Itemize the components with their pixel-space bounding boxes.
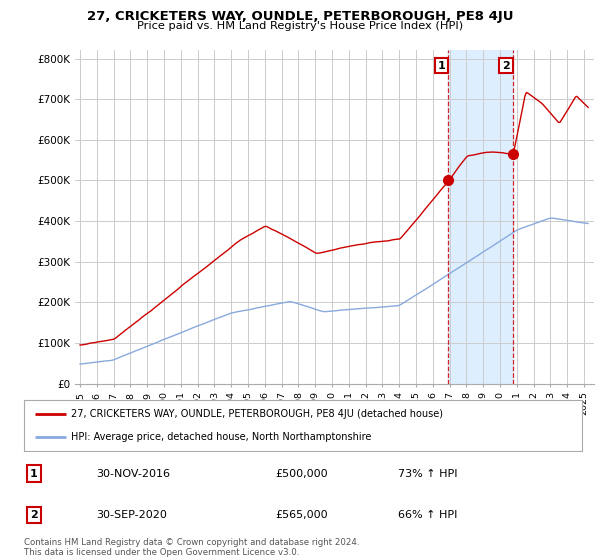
Text: Contains HM Land Registry data © Crown copyright and database right 2024.
This d: Contains HM Land Registry data © Crown c…: [24, 538, 359, 557]
Text: 1: 1: [30, 469, 38, 479]
Text: 1: 1: [438, 60, 446, 71]
Text: 27, CRICKETERS WAY, OUNDLE, PETERBOROUGH, PE8 4JU: 27, CRICKETERS WAY, OUNDLE, PETERBOROUGH…: [87, 10, 513, 23]
Text: 30-NOV-2016: 30-NOV-2016: [97, 469, 170, 479]
Bar: [448, 50, 512, 384]
Text: HPI: Average price, detached house, North Northamptonshire: HPI: Average price, detached house, Nort…: [71, 432, 372, 442]
Text: £565,000: £565,000: [275, 510, 328, 520]
Text: 30-SEP-2020: 30-SEP-2020: [97, 510, 167, 520]
Text: £500,000: £500,000: [275, 469, 328, 479]
Text: 66% ↑ HPI: 66% ↑ HPI: [398, 510, 457, 520]
Text: 27, CRICKETERS WAY, OUNDLE, PETERBOROUGH, PE8 4JU (detached house): 27, CRICKETERS WAY, OUNDLE, PETERBOROUGH…: [71, 409, 443, 419]
Text: 73% ↑ HPI: 73% ↑ HPI: [398, 469, 457, 479]
Text: 2: 2: [502, 60, 510, 71]
Text: Price paid vs. HM Land Registry's House Price Index (HPI): Price paid vs. HM Land Registry's House …: [137, 21, 463, 31]
Text: 2: 2: [30, 510, 38, 520]
